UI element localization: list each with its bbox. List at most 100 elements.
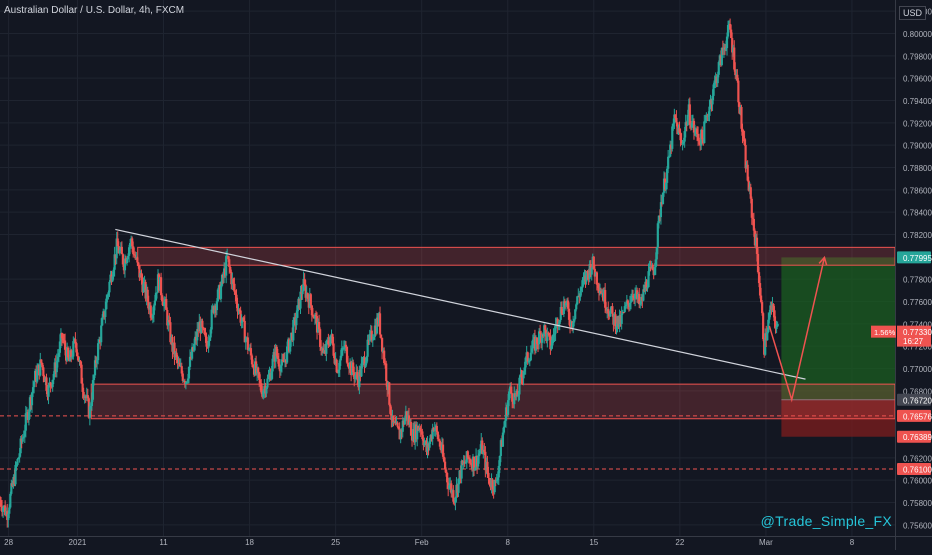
candle-body <box>656 223 659 248</box>
candle-body <box>17 457 20 460</box>
candle-body <box>742 135 745 139</box>
candle-body <box>97 343 100 361</box>
candle-body <box>508 391 511 401</box>
candle-body <box>536 343 540 345</box>
candle-body <box>370 330 373 341</box>
symbol-title[interactable]: Australian Dollar / U.S. Dollar, 4h, FXC… <box>4 5 185 16</box>
zones[interactable] <box>0 246 896 470</box>
candle-body <box>184 382 187 384</box>
candle-body <box>431 428 434 439</box>
candle-body <box>764 333 767 355</box>
candle-body <box>466 451 469 458</box>
candle-body <box>473 467 477 471</box>
currency-label[interactable]: USD <box>898 6 926 20</box>
candle-body <box>346 362 350 367</box>
candle-body <box>496 477 499 481</box>
candle-body <box>396 422 399 427</box>
candle-body <box>422 439 425 446</box>
candle-body <box>180 366 183 374</box>
price-tick-label: 0.79600 <box>903 75 932 84</box>
candle-body <box>303 278 306 285</box>
candle-body <box>92 375 96 381</box>
candle-body <box>208 337 211 341</box>
candle-body <box>0 500 3 507</box>
candle-body <box>384 362 387 364</box>
candle-body <box>614 314 617 330</box>
candle-body <box>667 156 670 169</box>
candle-body <box>366 339 369 357</box>
candle-body <box>443 461 447 470</box>
candle-body <box>327 340 330 345</box>
drawings[interactable] <box>115 228 828 403</box>
candle-body <box>620 313 623 324</box>
candle-body <box>220 275 224 286</box>
candle-body <box>76 352 79 357</box>
candle-body <box>14 464 17 485</box>
candle-body <box>552 334 555 337</box>
candle-body <box>543 325 546 337</box>
candle-body <box>75 343 78 353</box>
candle-body <box>89 406 92 408</box>
price-badge <box>897 409 931 422</box>
candle-body <box>155 292 159 294</box>
candle-body <box>160 277 163 296</box>
candle-body <box>701 129 704 140</box>
candle-body <box>724 48 728 50</box>
candle-body <box>111 276 114 282</box>
candle-body <box>186 378 190 382</box>
candle-body <box>407 415 411 425</box>
candle-body <box>529 352 532 361</box>
candle-body <box>460 460 463 479</box>
position-box[interactable] <box>781 257 895 437</box>
candle-body <box>634 293 637 299</box>
candle-body <box>379 334 383 338</box>
candle-body <box>209 329 212 338</box>
candle-body <box>36 370 39 382</box>
candle-body <box>86 395 89 399</box>
candle-body <box>121 254 124 265</box>
candle-body <box>378 313 382 335</box>
candle-body <box>21 437 24 442</box>
candle-body <box>580 287 583 291</box>
candle-body <box>80 364 83 384</box>
candle-body <box>56 356 59 361</box>
candle-body <box>522 371 525 379</box>
candle-body <box>169 322 172 343</box>
price-tick-label: 0.75600 <box>903 521 932 530</box>
candle-body <box>562 301 565 315</box>
candle-body <box>558 319 561 324</box>
candle-body <box>57 352 60 357</box>
candle-body <box>123 258 127 271</box>
candle-body <box>597 288 601 293</box>
candle-body <box>229 267 232 272</box>
candle-body <box>708 106 711 116</box>
candle-body <box>547 332 550 334</box>
candle-body <box>210 309 213 330</box>
candle-body <box>125 258 129 264</box>
candle-body <box>154 292 158 301</box>
candle-body <box>697 133 700 141</box>
candle-body <box>132 246 135 255</box>
candle-body <box>163 301 166 306</box>
candle-body <box>761 302 764 314</box>
candle-body <box>314 315 318 317</box>
candle-body <box>550 345 553 350</box>
candle-body <box>232 278 235 284</box>
candle-body <box>292 319 295 341</box>
candle-body <box>216 289 219 302</box>
candle-body <box>454 497 457 503</box>
candle-body <box>713 80 716 85</box>
candle-body <box>423 442 426 446</box>
candle-body <box>493 479 496 493</box>
candle-body <box>611 306 614 314</box>
candle-body <box>136 257 139 263</box>
candle-body <box>513 393 516 405</box>
price-badge-label: 0.76100 <box>903 466 932 475</box>
candle-body <box>537 331 541 345</box>
candle-body <box>684 122 687 132</box>
candle-body <box>61 338 65 341</box>
candle-body <box>655 247 658 260</box>
candle-body <box>166 309 169 326</box>
